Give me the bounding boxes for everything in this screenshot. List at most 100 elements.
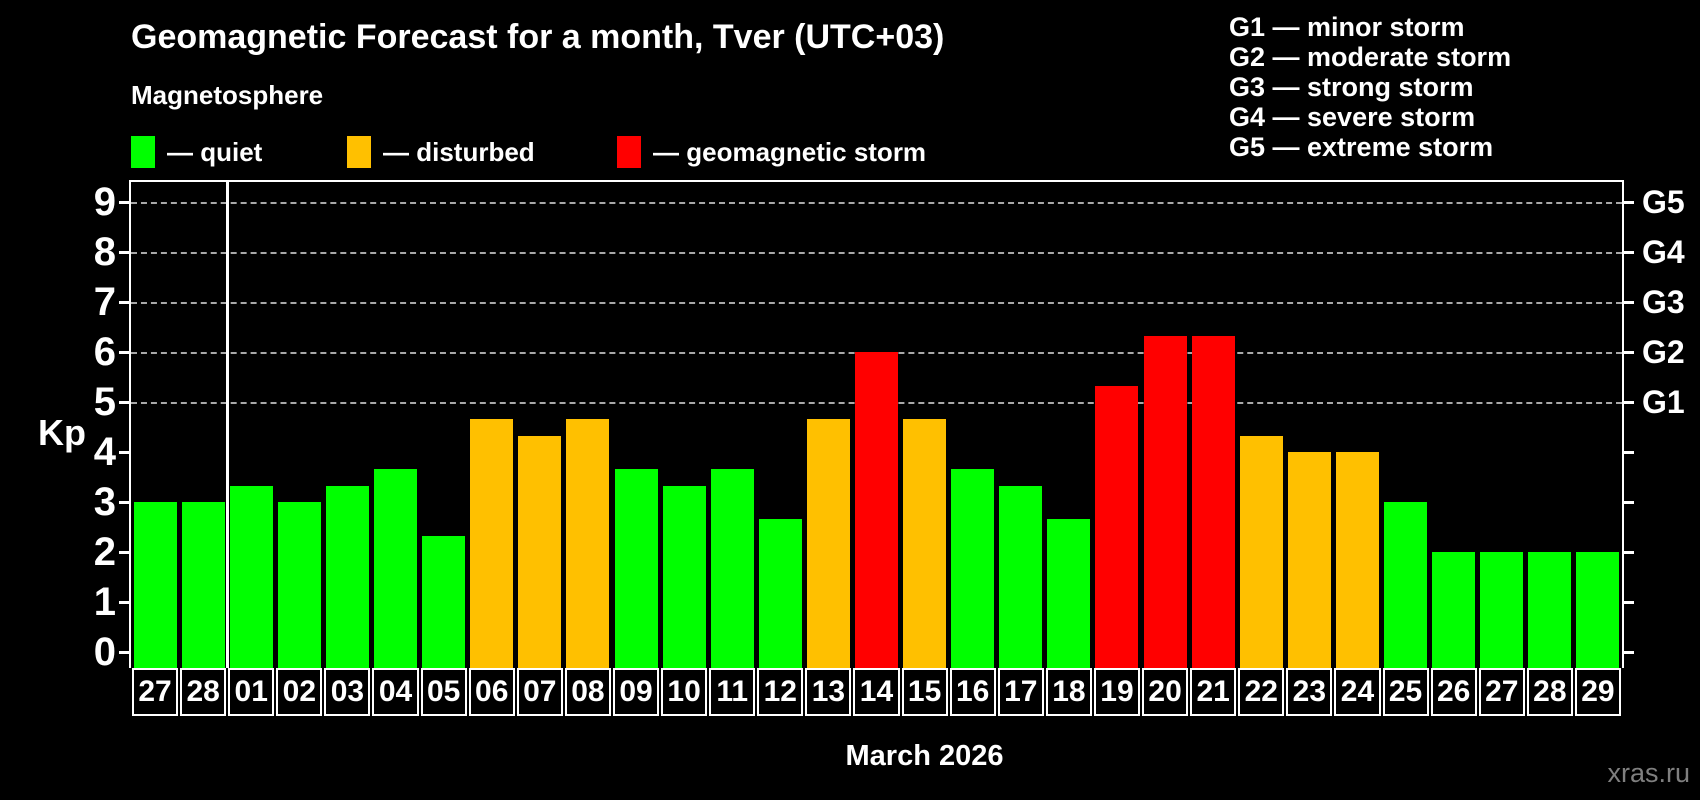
y-tick-left-4: [119, 450, 130, 454]
disturbed-color-swatch: [347, 136, 371, 168]
y-tick-label-5: 5: [93, 380, 116, 424]
kp-bar-day-15: [903, 418, 947, 668]
storm-scale-legend: G1 — minor storm G2 — moderate storm G3 …: [1229, 12, 1511, 162]
day-label-28: 28: [180, 668, 227, 716]
day-label-28: 28: [1526, 668, 1573, 716]
day-label-11: 11: [709, 668, 756, 716]
day-label-23: 23: [1286, 668, 1333, 716]
day-label-02: 02: [276, 668, 323, 716]
day-label-25: 25: [1382, 668, 1429, 716]
day-label-06: 06: [468, 668, 515, 716]
g-scale-label-g1: G1: [1642, 384, 1685, 420]
y-axis-title: Kp: [38, 412, 86, 453]
day-label-15: 15: [901, 668, 948, 716]
storm-scale-g3: G3 — strong storm: [1229, 72, 1474, 102]
gridline-kp7: [131, 302, 1622, 304]
day-label-09: 09: [612, 668, 660, 716]
kp-bar-day-18: [1047, 518, 1091, 668]
day-label-27: 27: [132, 668, 179, 716]
kp-bar-day-07: [518, 435, 562, 668]
storm-scale-g1: G1 — minor storm: [1229, 12, 1465, 42]
kp-bar-day-06: [470, 418, 514, 668]
day-label-12: 12: [757, 668, 804, 716]
day-label-19: 19: [1093, 668, 1141, 716]
y-tick-left-3: [119, 500, 130, 504]
y-tick-label-7: 7: [93, 280, 116, 324]
g-scale-label-g5: G5: [1642, 184, 1685, 220]
y-tick-label-8: 8: [93, 230, 116, 274]
x-axis-month-label: March 2026: [845, 740, 1004, 772]
kp-bar-day-19: [1095, 385, 1139, 668]
kp-bar-day-13: [806, 418, 850, 668]
y-tick-left-1: [119, 600, 130, 604]
kp-bar-day-05: [422, 535, 466, 668]
g-scale-label-g4: G4: [1642, 234, 1685, 270]
y-tick-label-2: 2: [93, 530, 116, 574]
kp-bar-day-10: [662, 485, 706, 668]
y-tick-right-9: [1623, 200, 1634, 204]
kp-bar-day-23: [1287, 452, 1331, 668]
day-label-27: 27: [1478, 668, 1525, 716]
kp-bar-day-17: [999, 485, 1043, 668]
day-label-22: 22: [1238, 668, 1285, 716]
kp-bar-day-09: [614, 468, 658, 668]
day-label-04: 04: [372, 668, 419, 716]
y-tick-right-3: [1623, 500, 1634, 504]
day-label-03: 03: [324, 668, 371, 716]
storm-scale-g4: G4 — severe storm: [1229, 102, 1476, 132]
kp-bar-day-28: [181, 502, 225, 668]
kp-bar-day-12: [758, 518, 802, 668]
day-label-20: 20: [1142, 668, 1189, 716]
kp-bar-day-26: [1432, 552, 1476, 668]
gridline-kp9: [131, 202, 1622, 204]
y-tick-label-4: 4: [93, 430, 116, 474]
y-tick-right-0: [1623, 650, 1634, 654]
y-tick-right-7: [1623, 300, 1634, 304]
kp-bar-day-01: [229, 485, 273, 668]
page-title: Geomagnetic Forecast for a month, Tver (…: [131, 18, 945, 56]
g-scale-label-g3: G3: [1642, 284, 1685, 320]
day-label-29: 29: [1574, 668, 1621, 716]
month-boundary-line: [226, 182, 229, 668]
storm-color-swatch: [617, 136, 641, 168]
gridline-kp8: [131, 252, 1622, 254]
y-tick-right-2: [1623, 550, 1634, 554]
y-tick-left-8: [119, 250, 130, 254]
day-label-17: 17: [997, 668, 1044, 716]
day-label-01: 01: [228, 668, 275, 716]
y-tick-left-0: [119, 650, 130, 654]
quiet-color-swatch: [131, 136, 155, 168]
kp-bar-day-25: [1384, 502, 1428, 668]
kp-bar-day-27: [133, 502, 177, 668]
day-label-10: 10: [661, 668, 708, 716]
kp-bar-day-14: [855, 352, 898, 668]
y-tick-label-1: 1: [93, 580, 116, 624]
kp-bar-day-21: [1191, 335, 1235, 668]
plot-area: [129, 180, 1624, 668]
kp-bar-day-02: [277, 502, 321, 668]
kp-bar-day-08: [566, 418, 610, 668]
y-tick-left-6: [119, 350, 130, 354]
storm-scale-g2: G2 — moderate storm: [1229, 42, 1512, 72]
day-label-24: 24: [1334, 668, 1381, 716]
y-tick-label-9: 9: [93, 180, 116, 224]
kp-bar-day-03: [325, 485, 369, 668]
y-tick-left-2: [119, 550, 130, 554]
day-label-07: 07: [516, 668, 563, 716]
watermark-xras: xras.ru: [1607, 758, 1690, 788]
y-tick-label-6: 6: [93, 330, 116, 374]
g-scale-label-g2: G2: [1642, 334, 1685, 370]
legend-label-disturbed: — disturbed: [383, 137, 535, 167]
kp-bar-day-28: [1528, 552, 1572, 668]
y-tick-right-6: [1623, 350, 1634, 354]
y-tick-right-4: [1623, 450, 1634, 454]
kp-bar-day-29: [1576, 552, 1620, 668]
y-tick-right-5: [1623, 400, 1634, 404]
legend-label-quiet: — quiet: [167, 137, 263, 167]
day-label-18: 18: [1045, 668, 1092, 716]
kp-bar-day-20: [1143, 335, 1187, 668]
day-label-05: 05: [420, 668, 467, 716]
day-label-16: 16: [949, 668, 996, 716]
y-tick-right-8: [1623, 250, 1634, 254]
